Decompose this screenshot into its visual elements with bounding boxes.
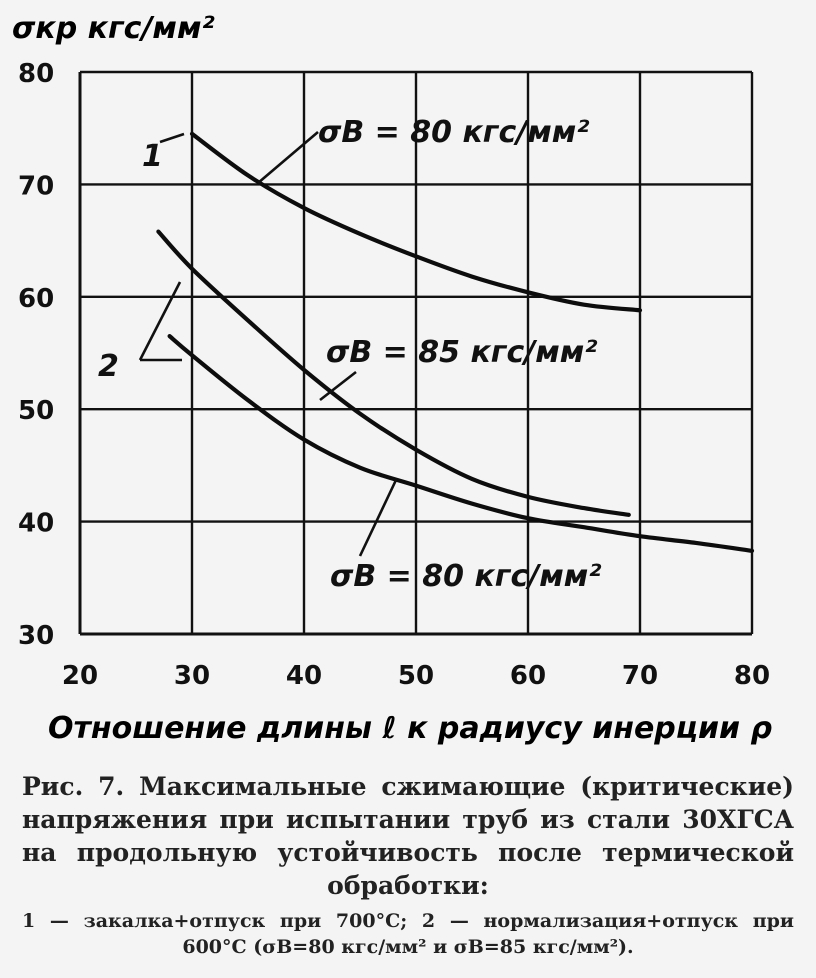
series-line-2 — [156, 229, 631, 517]
y-axis-label: σкр кгс/мм² — [12, 11, 215, 46]
curve-label-1: 1 — [142, 139, 163, 174]
leader-line — [319, 370, 357, 402]
y-tick-label: 30 — [18, 621, 54, 651]
leader-line — [159, 132, 185, 144]
x-tick-label: 30 — [174, 661, 210, 691]
x-tick-label: 70 — [622, 661, 658, 691]
chart: 20 30 40 50 60 70 80 30 40 50 60 70 80 1 2 σB = 80 кгс… — [12, 11, 772, 746]
y-tick-label: 50 — [18, 396, 54, 426]
y-tick-label: 60 — [18, 284, 54, 314]
x-axis-label: Отношение длины ℓ к радиусу инерции ρ — [48, 711, 772, 746]
x-tick-label: 50 — [398, 661, 434, 691]
ticks: 20 30 40 50 60 70 80 30 40 50 60 70 80 — [18, 59, 770, 691]
figure-caption-note: 1 — закалка+отпуск при 700°С; 2 — нормал… — [22, 910, 794, 958]
y-tick-label: 70 — [18, 171, 54, 201]
leader-line — [358, 479, 398, 557]
y-tick-label: 40 — [18, 509, 54, 539]
grid — [78, 70, 754, 636]
x-tick-label: 80 — [734, 661, 770, 691]
figure-caption: Рис. 7. Максимальные сжимающие (критичес… — [22, 772, 794, 900]
x-tick-label: 60 — [510, 661, 546, 691]
leader-line — [257, 131, 319, 184]
annotation-series-1: σB = 80 кгс/мм² — [318, 115, 589, 150]
leader-line — [138, 281, 182, 361]
annotation-series-3: σB = 80 кгс/мм² — [330, 559, 601, 594]
x-tick-label: 20 — [62, 661, 98, 691]
annotation-series-2: σB = 85 кгс/мм² — [326, 335, 597, 370]
series-line-3 — [167, 334, 755, 553]
x-tick-label: 40 — [286, 661, 322, 691]
curve-label-2: 2 — [98, 349, 119, 384]
annotations: 1 2 σB = 80 кгс/мм² σB = 85 кгс/мм² σB = 80 … — [98, 115, 601, 594]
y-tick-label: 80 — [18, 59, 54, 89]
